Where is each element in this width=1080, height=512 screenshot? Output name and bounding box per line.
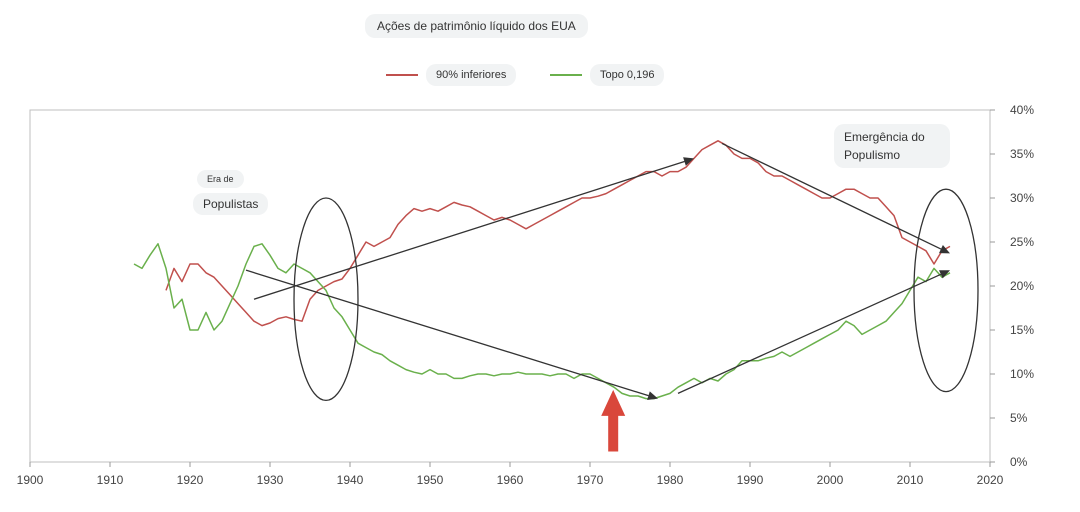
y-tick-label: 10%	[1010, 367, 1034, 381]
red-block-arrow	[601, 389, 626, 452]
y-tick-label: 20%	[1010, 279, 1034, 293]
x-tick-label: 1970	[577, 473, 604, 487]
annotation-emergencia-do-populismo: Emergência do Populismo	[834, 124, 950, 168]
y-tick-label: 35%	[1010, 147, 1034, 161]
annotation-era-de: Era de	[197, 170, 244, 188]
y-axis: 0% 5% 10% 15% 20% 25% 30% 35% 40%	[990, 103, 1034, 469]
x-tick-label: 1960	[497, 473, 524, 487]
y-tick-label: 25%	[1010, 235, 1034, 249]
trend-arrow-head-2	[939, 245, 950, 254]
x-tick-label: 1910	[97, 473, 124, 487]
legend-label-top: Topo 0,196	[590, 64, 665, 86]
annotation-ellipse-1	[913, 188, 979, 393]
legend-item-top: Topo 0,196	[550, 64, 665, 86]
x-tick-label: 1950	[417, 473, 444, 487]
x-tick-label: 1980	[657, 473, 684, 487]
y-tick-label: 5%	[1010, 411, 1028, 425]
trend-arrow-head-3	[939, 270, 950, 279]
trend-arrow-head-0	[683, 157, 694, 166]
legend-swatch-red	[386, 74, 418, 76]
y-tick-label: 30%	[1010, 191, 1034, 205]
annotation-shapes	[245, 142, 979, 452]
legend-swatch-green	[550, 74, 582, 76]
x-tick-label: 2010	[897, 473, 924, 487]
series-line-0	[165, 140, 951, 327]
trend-arrow-line-2	[721, 142, 942, 250]
x-tick-label: 1920	[177, 473, 204, 487]
trend-arrow-line-0	[253, 160, 685, 300]
legend-label-bottom-90: 90% inferiores	[426, 64, 517, 86]
series-group	[133, 140, 951, 400]
series-line-1	[133, 243, 951, 400]
annotation-ellipse-0	[293, 197, 359, 402]
annotation-populistas: Populistas	[193, 193, 269, 215]
trend-arrow-line-3	[677, 273, 942, 394]
x-tick-label: 1900	[17, 473, 44, 487]
x-tick-label: 1940	[337, 473, 364, 487]
trend-arrow-line-1	[245, 269, 649, 397]
legend-item-bottom-90: 90% inferiores	[386, 64, 517, 86]
x-tick-label: 2020	[977, 473, 1004, 487]
y-tick-label: 15%	[1010, 323, 1034, 337]
x-tick-label: 1930	[257, 473, 284, 487]
x-axis: 1900 1910 1920 1930 1940 1950 1960 1970 1980 1990…	[17, 462, 1004, 487]
trend-arrow-head-1	[647, 391, 658, 400]
x-tick-label: 2000	[817, 473, 844, 487]
chart-title: Ações de patrimônio líquido dos EUA	[365, 14, 588, 38]
y-tick-label: 0%	[1010, 455, 1028, 469]
x-tick-label: 1990	[737, 473, 764, 487]
y-tick-label: 40%	[1010, 103, 1034, 117]
